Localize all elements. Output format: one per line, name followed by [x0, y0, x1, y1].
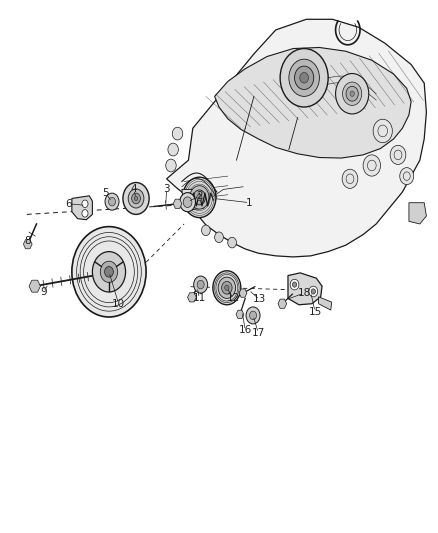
Polygon shape: [166, 19, 426, 257]
Circle shape: [350, 91, 354, 96]
Circle shape: [336, 74, 369, 114]
Circle shape: [190, 185, 209, 209]
Circle shape: [197, 194, 202, 200]
Circle shape: [218, 277, 236, 298]
Text: 18: 18: [297, 288, 311, 298]
Polygon shape: [278, 299, 287, 308]
Text: 11: 11: [193, 293, 206, 303]
Text: 15: 15: [308, 306, 321, 317]
Circle shape: [105, 266, 113, 277]
Text: 4: 4: [131, 184, 137, 195]
Polygon shape: [29, 280, 40, 292]
Text: 16: 16: [239, 325, 252, 335]
Circle shape: [222, 281, 232, 294]
Circle shape: [346, 86, 358, 101]
Polygon shape: [288, 273, 322, 305]
Polygon shape: [187, 293, 196, 302]
Circle shape: [100, 261, 118, 282]
Circle shape: [92, 252, 126, 292]
Polygon shape: [239, 289, 247, 297]
Polygon shape: [236, 310, 244, 319]
Text: 2: 2: [196, 191, 203, 201]
Circle shape: [289, 59, 319, 96]
Circle shape: [193, 190, 205, 205]
Circle shape: [123, 182, 149, 214]
Polygon shape: [72, 196, 92, 220]
Text: 13: 13: [253, 294, 266, 304]
Circle shape: [82, 200, 88, 207]
Polygon shape: [173, 199, 182, 208]
Circle shape: [172, 127, 183, 140]
Text: 17: 17: [252, 328, 265, 338]
Polygon shape: [318, 297, 332, 310]
Text: 1: 1: [246, 198, 253, 208]
Circle shape: [109, 197, 116, 206]
Circle shape: [363, 155, 381, 176]
Polygon shape: [215, 47, 411, 158]
Circle shape: [246, 307, 260, 324]
Polygon shape: [182, 189, 204, 211]
Circle shape: [373, 119, 392, 143]
Circle shape: [183, 197, 192, 207]
Circle shape: [166, 159, 176, 172]
Circle shape: [194, 276, 208, 293]
Circle shape: [168, 143, 178, 156]
Circle shape: [342, 169, 358, 188]
Circle shape: [400, 167, 414, 184]
Text: 10: 10: [112, 298, 125, 309]
Circle shape: [201, 225, 210, 236]
Circle shape: [300, 72, 308, 83]
Circle shape: [225, 285, 229, 290]
Circle shape: [180, 192, 195, 212]
Circle shape: [292, 282, 297, 287]
Circle shape: [197, 280, 204, 289]
Circle shape: [343, 82, 362, 106]
Text: 5: 5: [102, 188, 109, 198]
Circle shape: [128, 189, 144, 208]
Circle shape: [213, 271, 241, 305]
Circle shape: [183, 177, 216, 217]
Polygon shape: [409, 203, 426, 224]
Circle shape: [82, 209, 88, 217]
Text: 12: 12: [227, 293, 240, 303]
Circle shape: [72, 227, 146, 317]
Text: 6: 6: [65, 199, 72, 209]
Circle shape: [280, 49, 328, 107]
Circle shape: [228, 237, 237, 248]
Circle shape: [311, 289, 315, 294]
Text: 8: 8: [25, 236, 31, 246]
Circle shape: [250, 311, 257, 320]
Circle shape: [390, 146, 406, 165]
Circle shape: [294, 66, 314, 90]
Circle shape: [134, 196, 138, 200]
Circle shape: [309, 286, 318, 297]
Circle shape: [215, 232, 223, 243]
Text: 3: 3: [163, 184, 170, 195]
Circle shape: [105, 193, 119, 210]
Circle shape: [290, 279, 299, 290]
Polygon shape: [23, 239, 32, 249]
Circle shape: [132, 193, 141, 204]
Text: 9: 9: [40, 287, 47, 297]
